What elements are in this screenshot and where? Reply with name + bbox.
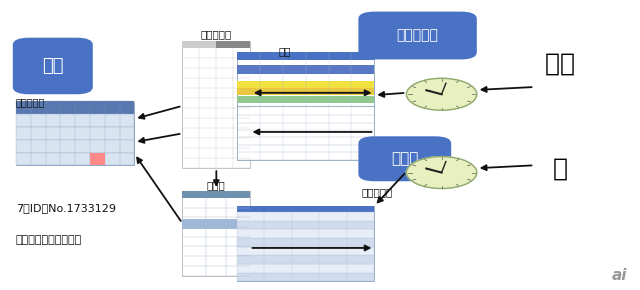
Text: 日報: 日報 (278, 46, 291, 56)
Bar (16, 140, 134, 153)
Bar (16, 102, 134, 165)
Bar (182, 191, 250, 198)
Bar (237, 96, 374, 103)
Bar (237, 255, 374, 264)
Text: 見積明細書: 見積明細書 (201, 29, 232, 39)
Bar (182, 191, 250, 276)
Bar (237, 221, 374, 229)
Bar (237, 246, 374, 255)
Text: 仕入れ: 仕入れ (391, 151, 419, 166)
Bar (237, 229, 374, 238)
Text: 仕様書: 仕様書 (207, 180, 226, 190)
Text: 売上: 売上 (42, 57, 63, 75)
Text: 👷: 👷 (552, 156, 568, 180)
Bar (182, 41, 250, 48)
Bar (237, 52, 374, 160)
Text: 🧑‍💻: 🧑‍💻 (545, 52, 575, 76)
Bar (237, 212, 374, 221)
Bar (182, 219, 250, 229)
Bar (90, 153, 105, 165)
Bar (237, 273, 374, 281)
Bar (237, 264, 374, 273)
FancyBboxPatch shape (358, 136, 451, 181)
Bar (16, 127, 134, 140)
Bar (237, 238, 374, 246)
Bar (237, 81, 374, 88)
FancyBboxPatch shape (358, 12, 477, 59)
Text: 7桁IDのNo.1733129: 7桁IDのNo.1733129 (16, 203, 116, 213)
Bar (216, 41, 250, 48)
Text: 社内コスト: 社内コスト (397, 28, 438, 43)
Bar (182, 41, 250, 168)
Bar (16, 102, 134, 114)
Bar (237, 88, 374, 95)
Text: 仕入れ管理: 仕入れ管理 (362, 187, 393, 197)
Bar (237, 206, 374, 281)
Bar (16, 114, 134, 127)
Bar (16, 153, 134, 165)
Text: リレーションしている: リレーションしている (16, 235, 83, 245)
FancyBboxPatch shape (13, 38, 93, 94)
Bar (237, 52, 374, 60)
Circle shape (406, 78, 477, 110)
Bar (237, 65, 374, 74)
Text: 売上管理表: 売上管理表 (16, 97, 45, 107)
Bar (237, 206, 374, 212)
Text: ai: ai (612, 268, 627, 283)
Circle shape (406, 157, 477, 189)
